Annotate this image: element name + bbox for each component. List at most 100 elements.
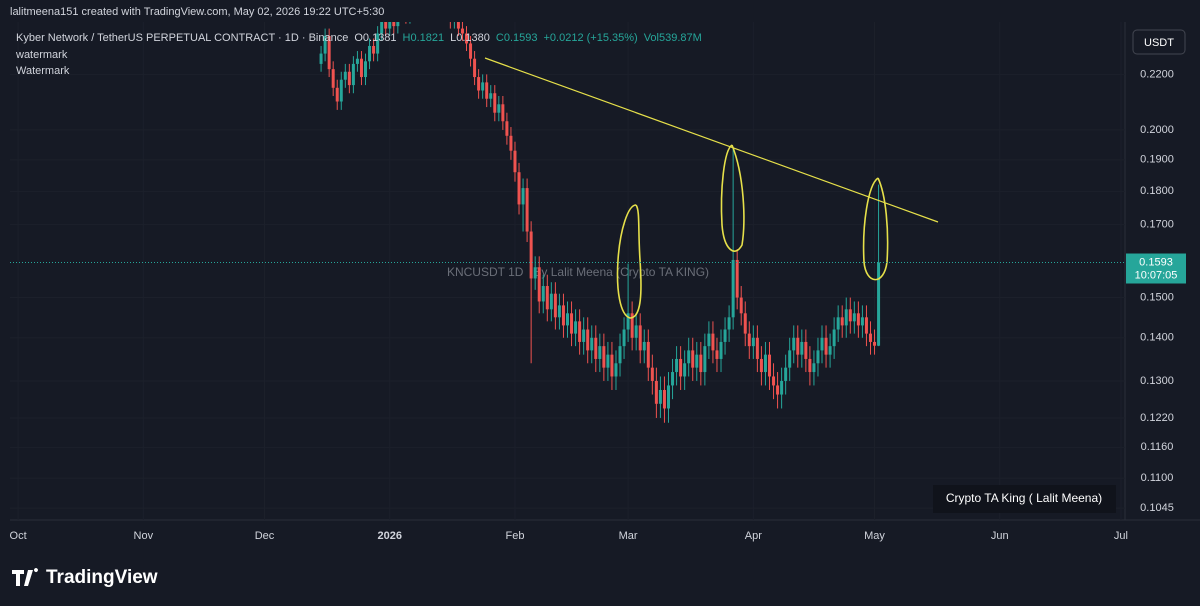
candle-body (675, 358, 679, 373)
candle-body (796, 337, 800, 355)
candle-body (392, 22, 396, 27)
candle-body (319, 53, 323, 64)
candles (319, 22, 881, 423)
candle-body (364, 61, 368, 78)
candle-body (868, 333, 872, 342)
candle-body (525, 188, 529, 232)
candle-body (772, 376, 776, 386)
candle-body (695, 354, 699, 368)
candle-body (642, 341, 646, 351)
y-tick-label: 0.1500 (1140, 291, 1174, 303)
candle-body (860, 317, 864, 326)
candle-body (372, 45, 376, 54)
candle-body (759, 358, 763, 373)
candle-body (513, 150, 517, 173)
grid (10, 22, 1125, 520)
legend-value: C0.1593 (496, 32, 538, 44)
legend-value: Vol539.87M (644, 32, 702, 44)
candle-body (751, 337, 755, 347)
candle-body (570, 313, 574, 334)
currency-button[interactable] (1132, 29, 1186, 55)
candle-body (650, 367, 654, 381)
candle-body (683, 363, 687, 377)
candle-body (739, 297, 743, 314)
candle-body (384, 22, 388, 29)
candle-body (735, 259, 739, 298)
x-tick-label: Apr (745, 530, 762, 542)
candle-body (634, 325, 638, 338)
candle-body (335, 87, 339, 102)
candle-body (816, 350, 820, 364)
symbol: Kyber Network / TetherUS PERPETUAL CONTR… (16, 32, 348, 44)
indicator-label: Watermark (16, 65, 70, 77)
candle-body (646, 341, 650, 368)
candle-body (792, 337, 796, 351)
candle-body (541, 286, 545, 302)
candle-body (812, 363, 816, 373)
candle-body (743, 313, 747, 334)
candle-body (566, 313, 569, 326)
logo-icon (12, 568, 38, 586)
candle-body (662, 389, 666, 409)
candle-body (545, 286, 549, 310)
y-tick-label: 0.1900 (1140, 154, 1174, 166)
candle-body (606, 354, 610, 368)
candle-body (658, 389, 662, 404)
candle-body (489, 93, 493, 99)
candle-body (618, 346, 622, 364)
legend-value: H0.1821 (403, 32, 445, 44)
y-tick-label: 0.2000 (1140, 124, 1174, 136)
annotation-text: Crypto TA King ( Lalit Meena) (946, 491, 1102, 505)
candle-body (549, 293, 553, 310)
candle-body (477, 77, 481, 91)
candle-body (800, 341, 804, 355)
candle-body (864, 317, 868, 334)
candle-body (469, 43, 473, 59)
y-tick-label: 0.1160 (1141, 441, 1174, 453)
annotation-box (933, 485, 1116, 513)
candle-body (590, 337, 594, 351)
candle-body (501, 104, 505, 122)
y-tick-label: 0.2200 (1140, 68, 1174, 80)
candle-body (376, 33, 380, 54)
candle-body (804, 341, 808, 359)
x-tick-label: Nov (134, 530, 154, 542)
candle-body (614, 363, 618, 377)
candle-body (594, 337, 598, 359)
candle-body (517, 172, 521, 205)
candle-body (626, 313, 630, 330)
candle-body (788, 350, 792, 368)
candle-body (355, 58, 359, 64)
candle-body (828, 346, 832, 355)
x-tick-label: May (864, 530, 885, 542)
candle-body (707, 333, 711, 347)
current-price-label: 0.1593 (1139, 256, 1173, 268)
x-tick-label: Feb (505, 530, 524, 542)
candle-body (465, 33, 469, 44)
candle-body (856, 313, 860, 326)
candle-body (824, 337, 828, 355)
candle-body (553, 293, 557, 318)
candle-body (347, 71, 351, 86)
candle-body (844, 309, 848, 326)
candle-body (582, 329, 586, 342)
candle-body (638, 325, 642, 351)
candle-body (561, 305, 565, 326)
candle-body (719, 341, 723, 359)
candle-body (679, 358, 683, 377)
candle-body (351, 63, 355, 86)
candle-body (505, 121, 509, 136)
candle-body (521, 188, 525, 205)
candle-body (339, 79, 343, 102)
author-line: lalitmeena151 created with TradingView.c… (10, 6, 384, 18)
candle-body (485, 82, 489, 99)
logo-text: TradingView (46, 567, 158, 588)
currency-label[interactable]: USDT (1144, 37, 1174, 49)
candle-body (497, 104, 501, 113)
candle-body (715, 350, 719, 359)
x-tick-label: Mar (619, 530, 638, 542)
candle-body (671, 372, 675, 386)
candle-body (784, 367, 788, 381)
candle-body (574, 321, 578, 334)
